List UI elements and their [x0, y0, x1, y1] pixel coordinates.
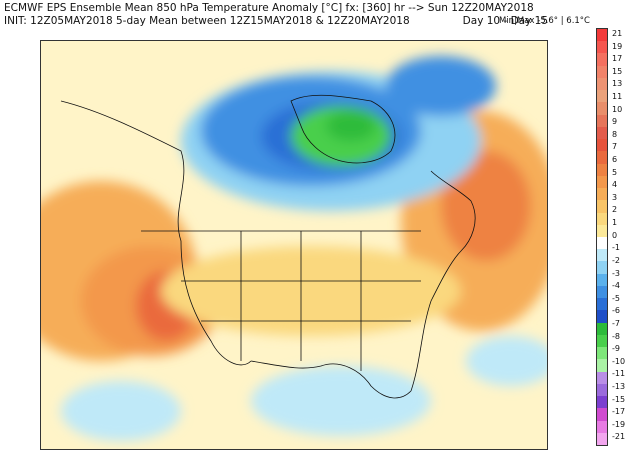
colorbar-swatch — [597, 298, 607, 311]
colorbar-label: 2 — [612, 205, 618, 215]
colorbar-swatch — [597, 273, 607, 287]
colorbar-label: 0 — [612, 230, 618, 240]
colorbar-swatch — [597, 139, 607, 152]
west-coast-line — [60, 100, 252, 366]
colorbar-label: 8 — [612, 129, 618, 139]
colorbar-swatch — [597, 224, 607, 238]
colorbar-label: 11 — [612, 92, 623, 102]
min-max-readout: Min|Max -5.6° | 6.1°C — [498, 16, 590, 26]
colorbar-swatch — [597, 53, 607, 67]
colorbar-swatch — [597, 29, 607, 42]
colorbar-label: 13 — [612, 79, 623, 89]
colorbar-swatch — [597, 261, 607, 275]
colorbar-label: 21 — [612, 29, 623, 38]
colorbar-swatch — [597, 77, 607, 91]
colorbar-label: 10 — [612, 104, 623, 114]
colorbar-label: 1 — [612, 218, 618, 228]
colorbar-swatch — [597, 90, 607, 103]
colorbar-label: -2 — [612, 255, 620, 265]
colorbar-swatch — [597, 188, 607, 201]
hudson-bay-line — [290, 94, 396, 164]
cool-atlantic-south — [466, 336, 547, 386]
map-panel — [40, 40, 548, 450]
colorbar-label: 19 — [612, 41, 623, 51]
colorbar-label: -3 — [612, 268, 620, 278]
colorbar-label: -9 — [612, 344, 620, 354]
anomaly-map — [41, 41, 547, 449]
colorbar-swatch — [597, 432, 607, 446]
map-title: ECMWF EPS Ensemble Mean 850 hPa Temperat… — [4, 2, 534, 14]
colorbar-label: -11 — [612, 369, 626, 379]
day-range: Day 10 - Day 15 — [462, 15, 548, 27]
coastlines — [60, 94, 476, 399]
colorbar-label: -21 — [612, 432, 626, 442]
colorbar-label: 9 — [612, 117, 618, 127]
warm-us-band — [161, 246, 461, 336]
cold-greenland-area — [386, 56, 496, 116]
colorbar-label: -7 — [612, 318, 620, 328]
east-coast-line — [410, 170, 476, 392]
colorbar-swatch — [597, 114, 607, 128]
colorbar-label: 7 — [612, 142, 618, 152]
colorbar-label: -15 — [612, 394, 626, 404]
init-line: INIT: 12Z05MAY2018 5-day Mean between 12… — [4, 15, 410, 27]
cool-pacific-south — [61, 381, 181, 441]
colorbar-label: 17 — [612, 54, 623, 64]
hudson-deep-core — [326, 111, 376, 141]
colorbar-swatch — [597, 322, 607, 336]
colorbar-label: -5 — [612, 293, 620, 303]
colorbar-swatch — [597, 102, 607, 116]
colorbar-swatch — [597, 420, 607, 434]
colorbar-swatch — [597, 65, 607, 79]
colorbar-label: -6 — [612, 306, 620, 316]
colorbar-swatch — [597, 334, 607, 348]
colorbar-swatch — [597, 237, 607, 250]
colorbar-label: -1 — [612, 243, 620, 253]
colorbar-label: -4 — [612, 281, 620, 291]
gulf-coast-line — [250, 360, 412, 399]
colorbar-swatch — [597, 175, 607, 189]
color-legend — [596, 28, 608, 446]
colorbar-label: 3 — [612, 192, 618, 202]
colorbar-swatch — [597, 347, 607, 360]
colorbar-label: 4 — [612, 180, 618, 190]
colorbar-swatch — [597, 212, 607, 226]
colorbar-label: 15 — [612, 66, 623, 76]
cool-gulf-area — [251, 366, 431, 436]
state-grid-lines — [181, 231, 421, 371]
colorbar-label: -17 — [612, 407, 626, 417]
colorbar-label: 5 — [612, 167, 618, 177]
colorbar-label: -8 — [612, 331, 620, 341]
colorbar-swatch — [597, 200, 607, 214]
colorbar-swatch — [597, 126, 607, 140]
colorbar-swatch — [597, 408, 607, 422]
colorbar-swatch — [597, 41, 607, 54]
colorbar-swatch — [597, 285, 607, 299]
colorbar-swatch — [597, 359, 607, 373]
colorbar-label: 6 — [612, 155, 618, 165]
colorbar-swatch — [597, 383, 607, 397]
colorbar-swatch — [597, 371, 607, 385]
warm-atlantic-core — [441, 151, 531, 261]
colorbar-label: -10 — [612, 356, 626, 366]
colorbar-label: -13 — [612, 381, 626, 391]
colorbar-swatch — [597, 310, 607, 324]
colorbar-swatch — [597, 151, 607, 165]
colorbar-label: -19 — [612, 419, 626, 429]
colorbar-swatch — [597, 249, 607, 262]
colorbar-swatch — [597, 163, 607, 177]
colorbar-swatch — [597, 396, 607, 409]
